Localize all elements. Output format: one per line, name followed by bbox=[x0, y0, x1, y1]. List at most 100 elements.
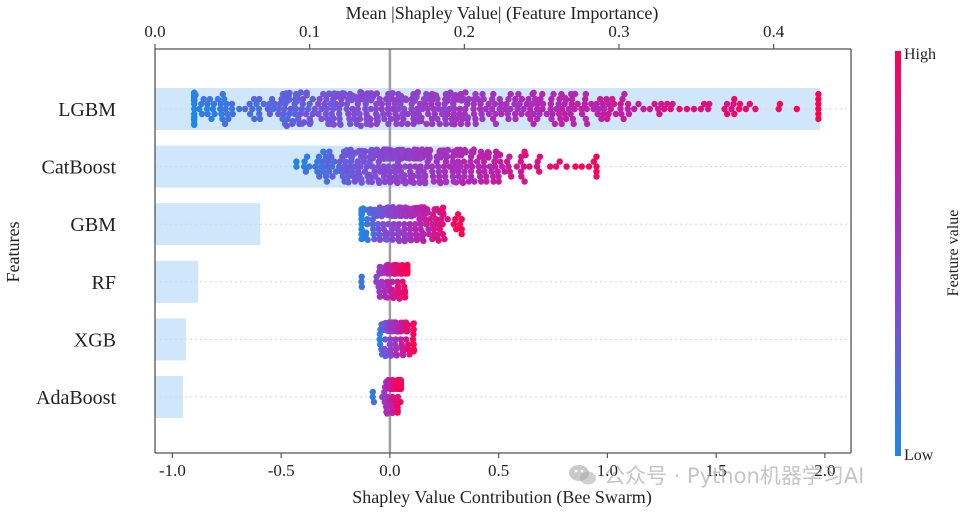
swarm-point bbox=[470, 105, 477, 113]
swarm-point bbox=[440, 211, 447, 218]
swarm-point bbox=[472, 120, 479, 128]
swarm-point bbox=[430, 226, 438, 233]
swarm-point bbox=[389, 95, 396, 103]
swarm-point bbox=[527, 105, 534, 113]
swarm-point bbox=[299, 100, 306, 108]
swarm-point bbox=[381, 288, 389, 295]
swarm-point bbox=[340, 90, 348, 97]
swarm-point bbox=[378, 100, 385, 108]
colorbar-low-label: Low bbox=[904, 447, 934, 464]
swarm-point bbox=[255, 105, 263, 113]
swarm-point bbox=[815, 90, 822, 98]
swarm-point bbox=[384, 294, 391, 301]
swarm-point bbox=[421, 173, 429, 180]
swarm-point bbox=[435, 237, 442, 244]
swarm-point bbox=[323, 163, 330, 170]
swarm-point bbox=[325, 90, 333, 97]
swarm-point bbox=[412, 226, 419, 233]
swarm-point bbox=[385, 100, 392, 108]
swarm-point bbox=[464, 100, 471, 108]
swarm-point bbox=[449, 173, 457, 180]
swarm-point bbox=[578, 105, 585, 113]
swarm-point bbox=[460, 95, 467, 103]
swarm-point bbox=[513, 163, 520, 170]
swarm-point bbox=[361, 154, 368, 161]
swarm-point bbox=[384, 105, 392, 113]
swarm-point bbox=[430, 177, 438, 185]
top-tick-label: 0.4 bbox=[763, 22, 785, 41]
swarm-point bbox=[256, 110, 263, 118]
swarm-point bbox=[624, 100, 632, 108]
swarm-point bbox=[451, 121, 458, 128]
swarm-point bbox=[552, 163, 560, 170]
swarm-point bbox=[349, 105, 356, 113]
swarm-point bbox=[380, 110, 387, 118]
swarm-point bbox=[483, 173, 490, 180]
swarm-point bbox=[477, 178, 485, 185]
swarm-point bbox=[376, 288, 383, 295]
swarm-point bbox=[426, 154, 433, 162]
swarm-point bbox=[399, 146, 406, 154]
bottom-tick-label: 1.0 bbox=[597, 461, 618, 480]
swarm-point bbox=[198, 110, 206, 118]
swarm-point bbox=[467, 173, 475, 180]
swarm-point bbox=[375, 283, 382, 290]
swarm-point bbox=[439, 221, 446, 228]
swarm-point bbox=[578, 163, 585, 170]
swarm-point bbox=[452, 163, 459, 170]
swarm-point bbox=[567, 110, 574, 118]
swarm-point bbox=[563, 96, 570, 103]
swarm-point bbox=[467, 168, 475, 175]
swarm-point bbox=[426, 146, 434, 154]
swarm-point bbox=[405, 346, 412, 353]
swarm-point bbox=[372, 105, 380, 113]
swarm-point bbox=[321, 100, 328, 108]
swarm-point bbox=[479, 90, 486, 98]
swarm-point bbox=[387, 168, 394, 175]
swarm-point bbox=[746, 100, 753, 108]
swarm-point bbox=[315, 110, 322, 118]
swarm-point bbox=[477, 105, 484, 113]
swarm-point bbox=[472, 115, 479, 123]
swarm-point bbox=[496, 95, 503, 103]
row-gridlines bbox=[155, 108, 851, 398]
swarm-point bbox=[438, 110, 446, 118]
swarm-point bbox=[329, 173, 336, 180]
swarm-point bbox=[595, 105, 603, 113]
swarm-point bbox=[250, 95, 258, 103]
swarm-point bbox=[424, 110, 432, 118]
swarm-point bbox=[376, 331, 384, 338]
swarm-point bbox=[387, 179, 394, 186]
swarm-point bbox=[327, 100, 334, 108]
bottom-tick-label: -1.0 bbox=[159, 461, 186, 480]
swarm-point bbox=[697, 105, 705, 113]
swarm-point bbox=[495, 178, 502, 185]
swarm-point bbox=[363, 229, 370, 236]
swarm-point bbox=[476, 173, 484, 180]
swarm-point bbox=[581, 100, 588, 108]
swarm-point bbox=[583, 105, 590, 113]
swarm-point bbox=[547, 105, 554, 113]
swarm-point bbox=[318, 163, 325, 170]
swarm-point bbox=[314, 158, 321, 165]
swarm-point bbox=[390, 221, 397, 228]
swarm-point bbox=[488, 105, 496, 113]
swarm-point bbox=[374, 117, 381, 125]
swarm-point bbox=[405, 341, 412, 348]
swarm-point bbox=[428, 115, 436, 123]
swarm-point bbox=[385, 110, 392, 118]
swarm-point bbox=[455, 168, 462, 175]
swarm-point bbox=[394, 393, 402, 401]
swarm-point bbox=[488, 168, 495, 175]
swarm-point bbox=[389, 393, 396, 401]
swarm-point bbox=[368, 178, 375, 186]
swarm-point bbox=[624, 105, 631, 113]
swarm-point bbox=[396, 163, 403, 170]
swarm-point bbox=[456, 105, 464, 113]
swarm-point bbox=[496, 105, 503, 113]
swarm-point bbox=[568, 95, 576, 103]
swarm-point bbox=[316, 95, 323, 103]
swarm-point bbox=[464, 114, 472, 121]
swarm-point bbox=[394, 278, 401, 285]
swarm-point bbox=[506, 153, 513, 160]
